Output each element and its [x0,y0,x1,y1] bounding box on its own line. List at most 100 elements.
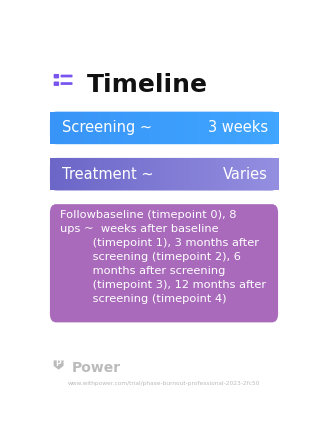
Bar [210,112,213,144]
Bar [104,158,108,190]
Bar [93,158,96,190]
Bar [207,112,210,144]
Polygon shape [54,360,64,370]
Bar [135,112,139,144]
Bar [144,158,148,190]
Bar [50,158,53,190]
Bar [190,112,193,144]
Bar [241,158,244,190]
Bar [141,112,145,144]
Bar [275,158,279,190]
Bar [207,158,210,190]
Bar [116,158,119,190]
Bar [161,112,165,144]
Bar [198,158,202,190]
Bar [178,112,182,144]
FancyBboxPatch shape [54,74,59,78]
Bar [164,112,168,144]
Bar [78,158,82,190]
Bar [269,158,273,190]
Bar [107,112,110,144]
Bar [53,112,56,144]
Bar [167,112,171,144]
Bar [218,112,222,144]
Bar [184,158,188,190]
Bar [116,112,119,144]
Bar [110,158,113,190]
Text: P: P [56,360,61,368]
Bar [184,112,188,144]
Bar [61,158,65,190]
FancyBboxPatch shape [60,82,73,85]
Bar [235,112,239,144]
Bar [247,112,250,144]
Bar [110,112,113,144]
Bar [87,112,91,144]
Bar [227,112,230,144]
Bar [229,112,233,144]
Text: Timeline: Timeline [87,73,208,97]
Bar [104,112,108,144]
Bar [201,158,205,190]
FancyBboxPatch shape [60,75,73,77]
Bar [127,112,131,144]
Bar [121,112,125,144]
Bar [113,158,116,190]
Bar [178,158,182,190]
Text: Treatment ~: Treatment ~ [62,167,154,182]
Bar [59,158,62,190]
Bar [53,158,56,190]
Bar [170,158,173,190]
Bar [190,158,193,190]
Bar [67,158,71,190]
Bar [238,112,242,144]
Bar [272,112,276,144]
Bar [252,112,256,144]
Bar [90,112,93,144]
Text: 3 weeks: 3 weeks [208,121,268,135]
Bar [87,158,91,190]
Bar [81,158,85,190]
Bar [164,158,168,190]
Bar [241,112,244,144]
Bar [210,158,213,190]
Bar [193,158,196,190]
Bar [138,158,142,190]
Bar [99,158,102,190]
Bar [244,112,247,144]
Bar [99,112,102,144]
FancyBboxPatch shape [50,158,278,190]
Bar [196,112,199,144]
Bar [132,112,136,144]
Bar [215,112,219,144]
Bar [113,112,116,144]
Bar [196,158,199,190]
Bar [167,158,171,190]
Bar [224,158,228,190]
Bar [221,112,225,144]
Bar [84,112,88,144]
Bar [269,112,273,144]
Bar [204,158,208,190]
Bar [181,112,185,144]
Bar [150,158,153,190]
Bar [56,112,59,144]
Bar [107,158,110,190]
Bar [158,112,162,144]
Bar [215,158,219,190]
Bar [264,112,268,144]
Bar [101,158,105,190]
Bar [250,158,253,190]
Bar [170,112,173,144]
Bar [124,158,128,190]
Bar [64,158,68,190]
Bar [96,158,99,190]
Bar [121,158,125,190]
Bar [153,158,156,190]
Bar [272,158,276,190]
Bar [78,112,82,144]
Bar [187,112,190,144]
Bar [124,112,128,144]
Bar [264,158,268,190]
Bar [201,112,205,144]
